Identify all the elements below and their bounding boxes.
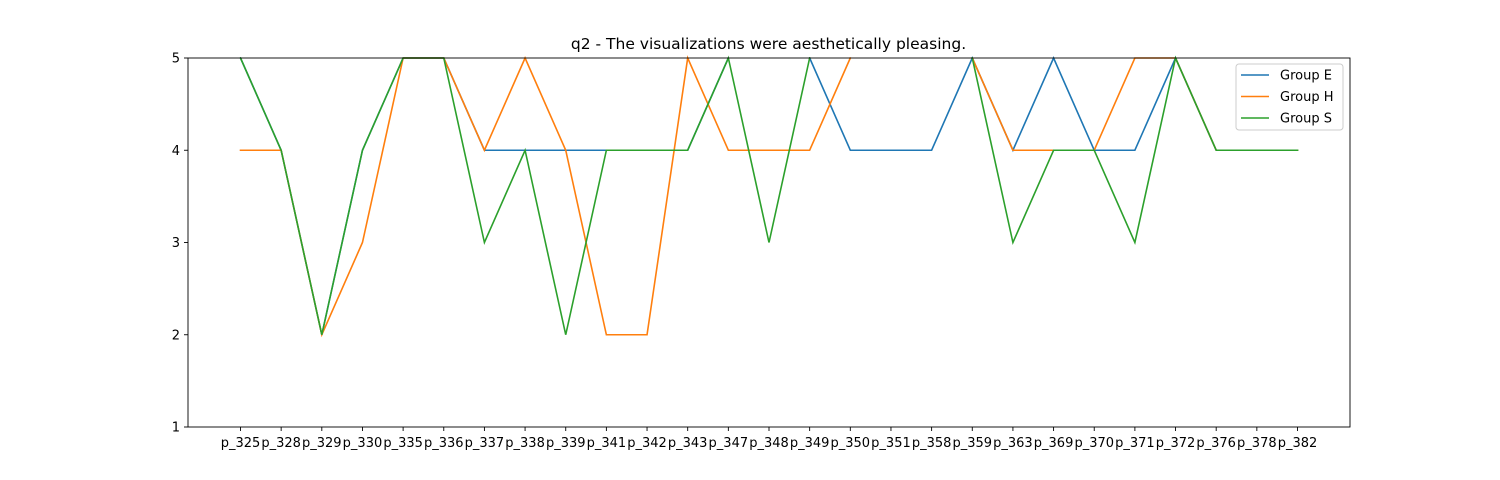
- x-tick-label: p_349: [790, 436, 830, 451]
- x-tick-label: p_329: [302, 436, 342, 451]
- x-tick-label: p_348: [749, 436, 789, 451]
- y-tick-label: 4: [172, 144, 180, 159]
- x-tick-label: p_371: [1115, 436, 1155, 451]
- x-tick-label: p_335: [383, 436, 423, 451]
- x-tick-label: p_341: [587, 436, 627, 451]
- legend-label: Group S: [1280, 112, 1332, 127]
- x-tick-label: p_330: [343, 436, 383, 451]
- x-tick-label: p_376: [1196, 436, 1236, 451]
- x-tick-label: p_342: [627, 436, 667, 451]
- x-tick-label: p_338: [505, 436, 545, 451]
- x-tick-label: p_343: [668, 436, 708, 451]
- legend-label: Group H: [1280, 90, 1334, 105]
- x-tick-label: p_325: [221, 436, 261, 451]
- x-tick-label: p_358: [912, 436, 952, 451]
- series-line-group-s: [239, 55, 1299, 335]
- x-tick-label: p_337: [465, 436, 505, 451]
- x-tick-label: p_359: [952, 436, 992, 451]
- x-tick-label: p_328: [261, 436, 301, 451]
- x-tick-label: p_370: [1074, 436, 1114, 451]
- x-tick-label: p_350: [831, 436, 871, 451]
- x-tick-label: p_372: [1156, 436, 1196, 451]
- x-tick-label: p_339: [546, 436, 586, 451]
- legend: Group E Group H Group S: [1235, 63, 1344, 131]
- legend-label: Group E: [1280, 69, 1332, 84]
- x-tick-label: p_347: [709, 436, 749, 451]
- x-tick-label: p_378: [1237, 436, 1277, 451]
- x-tick-label: p_369: [1034, 436, 1074, 451]
- y-tick-label: 2: [172, 328, 180, 343]
- x-tick-label: p_336: [424, 436, 464, 451]
- y-tick-label: 5: [172, 52, 180, 67]
- legend-box: [1235, 63, 1344, 131]
- y-tick-label: 1: [172, 421, 180, 436]
- x-tick-label: p_351: [871, 436, 911, 451]
- x-tick-label: p_382: [1278, 436, 1318, 451]
- chart-title: q2 - The visualizations were aesthetical…: [571, 35, 966, 53]
- axes-layer: 1 2 3 4 5 p_325 p_328 p_329 p_330 p_335 p_336 p_337…: [172, 52, 1351, 451]
- x-tick-label: p_363: [993, 436, 1033, 451]
- y-tick-label: 3: [172, 236, 180, 251]
